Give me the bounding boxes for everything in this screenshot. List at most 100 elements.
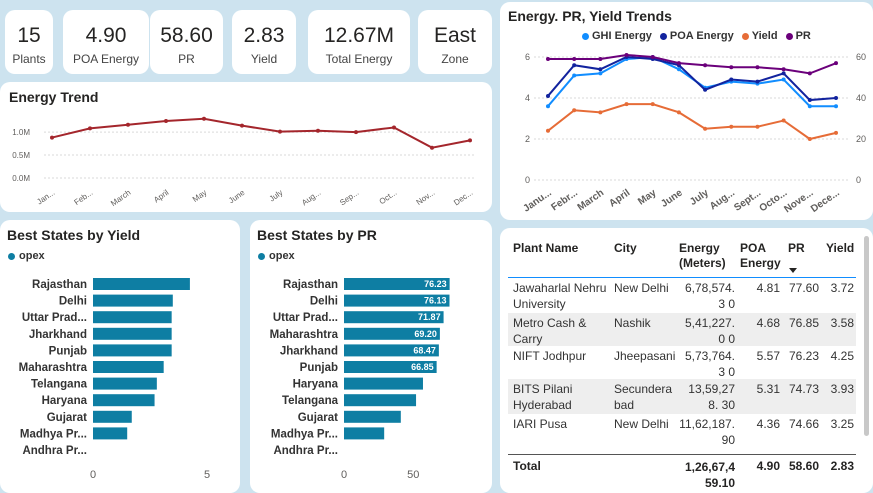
kpi-value: 4.90 xyxy=(85,24,127,47)
table-row[interactable]: BITS Pilani Hyderabad Secundera bad 13,59,… xyxy=(508,379,856,414)
legend-label: Yield xyxy=(751,30,778,42)
legend-label: GHI Energy xyxy=(592,30,652,42)
data-point xyxy=(572,73,577,78)
table-row[interactable]: NIFT Jodhpur Jheepasani 5,73,764.3 0 5.57 76… xyxy=(508,346,856,379)
bar xyxy=(93,327,172,340)
x-tick-label: Sept... xyxy=(732,187,763,213)
cell-poa-energy: 4.81 xyxy=(756,281,780,295)
bar xyxy=(344,294,450,307)
y-right-tick-label: 40 xyxy=(856,93,866,103)
y-right-tick-label: 20 xyxy=(856,134,866,144)
legend-item-ghi[interactable]: GHI Energy xyxy=(582,30,652,42)
kpi-value: 58.60 xyxy=(160,24,213,47)
header-divider xyxy=(508,277,856,278)
cell-energy: 6,78,574.3 0 xyxy=(684,281,735,311)
trends-card: Energy. PR, Yield Trends GHI Energy POA … xyxy=(500,2,873,220)
legend-item-poa[interactable]: POA Energy xyxy=(659,30,734,42)
table-row[interactable]: Metro Cash & Carry Nashik 5,41,227.0 0 4.68… xyxy=(508,313,856,346)
bar xyxy=(93,427,128,440)
data-point xyxy=(834,96,838,100)
legend-item-pr[interactable]: PR xyxy=(785,30,811,42)
bar xyxy=(344,344,439,357)
legend-dot xyxy=(741,32,749,40)
category-label: Jharkhand xyxy=(280,345,338,357)
y-left-tick-label: 6 xyxy=(525,52,530,62)
sort-desc-icon xyxy=(789,268,797,273)
col-header-plant[interactable]: Plant Name xyxy=(513,241,579,255)
x-tick-label: May xyxy=(191,188,209,204)
col-header-energy[interactable]: Energy (Meters) xyxy=(679,241,726,270)
bar xyxy=(344,361,437,373)
x-tick-label: June xyxy=(227,188,247,206)
y-left-tick-label: 2 xyxy=(525,134,530,144)
table-row[interactable]: Jawaharlal Nehru University New Delhi 6,78… xyxy=(508,278,856,313)
data-point xyxy=(598,71,603,76)
total-row: Total 1,26,67,4 59.10 4.90 58.60 2.83 xyxy=(508,454,856,493)
data-point xyxy=(755,79,760,84)
col-header-city[interactable]: City xyxy=(614,241,637,255)
cell-poa-energy: 5.31 xyxy=(756,382,780,396)
data-point xyxy=(834,61,838,66)
data-label: 68.47 xyxy=(413,345,436,355)
series-line xyxy=(547,55,837,102)
x-tick-label: April xyxy=(152,188,170,205)
legend-item-yield[interactable]: Yield xyxy=(741,30,778,42)
table-scrollbar[interactable] xyxy=(864,236,869,436)
bar xyxy=(93,311,172,324)
x-tick-label: Feb... xyxy=(73,188,95,207)
kpi-label: Zone xyxy=(441,52,469,66)
cell-energy: 11,62,187. 90 xyxy=(679,417,735,447)
energy-trend-card: Energy Trend 0.0M 0.5M 1.0M Jan... Feb... Mar… xyxy=(0,82,492,212)
data-point xyxy=(755,124,760,129)
bar xyxy=(344,327,440,340)
col-header-poa[interactable]: POA Energy xyxy=(740,241,781,270)
y-tick-label: 1.0M xyxy=(12,128,30,137)
data-point xyxy=(572,57,577,62)
category-label: Telangana xyxy=(31,379,88,391)
legend-dot xyxy=(258,252,265,260)
bar xyxy=(93,377,157,390)
kpi-total-energy: 12.67M Total Energy xyxy=(308,10,410,74)
data-point xyxy=(781,71,786,76)
x-tick-label: June xyxy=(659,187,685,210)
cell-poa-energy: 4.36 xyxy=(756,417,780,431)
bar xyxy=(93,278,190,290)
kpi-poa-energy: 4.90 POA Energy xyxy=(63,10,149,74)
table-row[interactable]: IARI Pusa New Delhi 11,62,187. 90 4.36 74.66… xyxy=(508,414,856,454)
energy-trend-chart[interactable]: 0.0M 0.5M 1.0M Jan... Feb... March April May Jun… xyxy=(0,82,492,212)
data-point xyxy=(807,98,812,103)
bar xyxy=(93,394,155,407)
data-point xyxy=(546,104,550,109)
energy-line xyxy=(51,117,471,149)
kpi-label: PR xyxy=(178,52,195,66)
total-energy: 1,26,67,4 59.10 xyxy=(684,460,735,490)
category-label: Andhra Pr... xyxy=(273,445,338,457)
data-point xyxy=(598,67,603,72)
category-label: Maharashtra xyxy=(19,362,88,374)
x-tick-label: March xyxy=(576,187,606,213)
category-label: Andhra Pr... xyxy=(22,445,87,457)
kpi-value: 15 xyxy=(17,24,41,47)
x-tick-label: Dece... xyxy=(809,187,842,215)
category-label: Telangana xyxy=(282,395,339,407)
data-point xyxy=(278,129,282,134)
kpi-yield: 2.83 Yield xyxy=(232,10,296,74)
data-point xyxy=(834,104,838,109)
plants-table-card: Plant Name City Energy (Meters) POA Ener… xyxy=(500,228,873,493)
pr-states-chart[interactable]: Rajasthan 76.23 Delhi 76.13 Uttar Prad... 71.… xyxy=(250,220,492,493)
data-point xyxy=(650,102,655,107)
data-point xyxy=(164,119,168,124)
x-tick-label: Sep... xyxy=(338,188,360,207)
bar xyxy=(344,427,385,440)
category-label: Punjab xyxy=(300,362,338,374)
bar xyxy=(344,394,417,407)
x-tick-label: July xyxy=(268,188,285,204)
col-header-pr[interactable]: PR xyxy=(788,241,805,255)
y-left-tick-label: 4 xyxy=(525,93,530,103)
category-label: Jharkhand xyxy=(29,329,87,341)
data-point xyxy=(598,57,603,62)
yield-states-chart[interactable]: Rajasthan Delhi Uttar Prad... Jharkhand Punj… xyxy=(0,220,240,493)
col-header-yield[interactable]: Yield xyxy=(826,241,855,255)
cell-pr: 77.60 xyxy=(788,281,819,295)
